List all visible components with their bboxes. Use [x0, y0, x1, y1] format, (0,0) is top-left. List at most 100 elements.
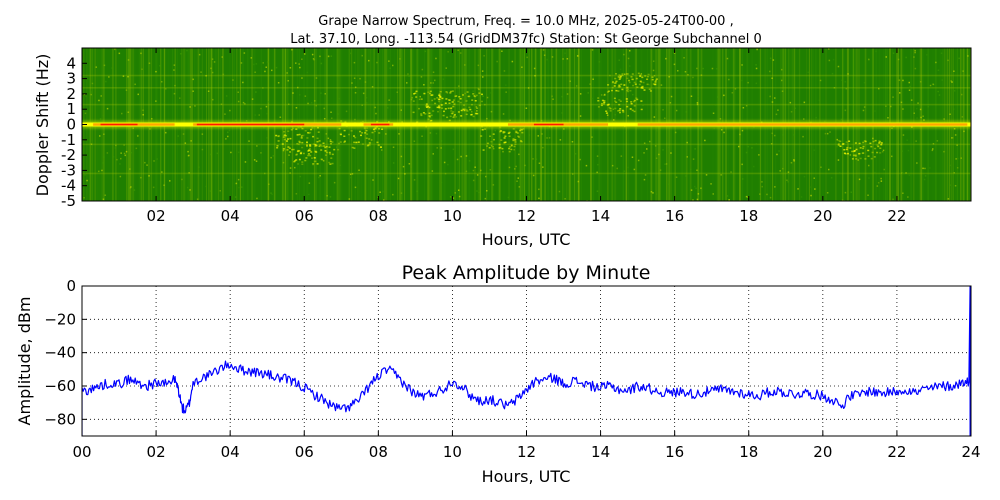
spectrogram-noise: [596, 171, 598, 174]
spectrogram-noise: [115, 144, 117, 147]
spectrogram-noise: [289, 67, 292, 69]
spectrogram-noise: [372, 179, 374, 181]
spectrogram-noise: [116, 103, 118, 106]
spectrogram-noise: [620, 155, 623, 157]
spectrogram-noise: [505, 84, 507, 86]
amplitude-x-tick-label: 08: [369, 443, 388, 461]
amplitude-x-tick-label: 24: [961, 443, 980, 461]
spectrogram-feature: [862, 147, 865, 150]
spectrogram-feature: [481, 93, 483, 96]
spectrogram-noise: [320, 92, 322, 94]
spectrogram-noise: [838, 172, 841, 174]
spectrogram-noise: [228, 129, 231, 132]
spectrogram-feature: [282, 136, 285, 138]
spectrogram-noise: [633, 168, 636, 171]
spectrogram-feature: [603, 100, 606, 102]
spectrogram-feature: [515, 131, 518, 134]
spectrogram-feature: [441, 97, 444, 100]
spectrogram-feature: [442, 114, 445, 117]
spectrogram-noise: [254, 114, 256, 116]
spectrogram-feature: [522, 128, 525, 130]
spectrum-x-label: Hours, UTC: [482, 230, 571, 249]
spectrogram-feature: [313, 157, 316, 159]
spectrogram-feature: [428, 112, 431, 114]
spectrogram-noise: [950, 80, 952, 82]
spectrogram-feature: [301, 163, 304, 165]
spectrogram-feature: [287, 138, 289, 140]
spectrum-x-tick-label: 02: [147, 207, 166, 225]
spectrogram-noise: [782, 134, 784, 136]
spectrogram-noise: [509, 119, 511, 122]
spectrogram-feature: [466, 110, 469, 112]
amplitude-end-spike: [968, 286, 971, 436]
spectrogram-feature: [311, 157, 313, 159]
spectrogram-noise: [844, 109, 847, 112]
spectrogram-noise: [319, 175, 321, 177]
spectrogram-noise: [125, 150, 128, 153]
spectrogram-noise: [165, 88, 167, 90]
spectrogram-noise: [308, 182, 311, 184]
spectrogram-feature: [519, 128, 522, 130]
spectrogram-feature: [449, 90, 452, 93]
spectrogram-noise: [336, 146, 338, 148]
spectrogram-noise: [271, 69, 273, 72]
spectrogram-feature: [626, 86, 629, 88]
spectrogram-feature: [290, 129, 293, 131]
spectrogram-noise: [106, 152, 109, 154]
spectrogram-noise: [340, 131, 342, 134]
spectrogram-feature: [614, 77, 617, 80]
spectrogram-feature: [420, 98, 423, 100]
spectrogram-feature: [312, 143, 315, 145]
spectrogram-feature: [637, 72, 640, 75]
spectrogram-noise: [349, 52, 352, 55]
spectrogram-feature: [646, 75, 649, 78]
spectrogram-noise: [833, 143, 836, 145]
spectrogram-feature: [871, 151, 874, 154]
spectrogram-noise: [314, 160, 317, 163]
spectrogram-noise: [237, 151, 240, 154]
spectrogram-noise: [726, 57, 729, 60]
spectrogram-noise: [926, 54, 928, 56]
spectrogram-feature: [864, 158, 867, 160]
spectrogram-noise: [432, 82, 434, 84]
spectrogram-noise: [626, 73, 628, 75]
spectrogram-noise: [591, 97, 593, 100]
spectrogram-feature: [626, 73, 629, 75]
spectrogram-noise: [361, 54, 363, 57]
spectrogram-noise: [127, 111, 130, 113]
spectrogram-noise: [885, 56, 887, 58]
spectrogram-noise: [652, 83, 655, 85]
spectrogram-noise: [270, 192, 272, 194]
spectrogram-noise: [91, 82, 94, 85]
spectrogram-feature: [312, 163, 315, 165]
spectrum-y-tick-label: -4: [61, 177, 76, 195]
spectrogram-noise: [232, 79, 234, 81]
spectrogram-noise: [882, 149, 885, 152]
spectrogram-noise: [354, 92, 357, 94]
spectrogram-feature: [295, 159, 298, 161]
spectrogram-feature: [338, 142, 340, 145]
spectrogram-feature: [283, 138, 286, 141]
spectrogram-noise: [954, 185, 957, 187]
spectrogram-noise: [919, 108, 922, 111]
spectrogram-noise: [114, 48, 116, 51]
spectrogram-feature: [626, 89, 629, 92]
spectrogram-noise: [958, 57, 960, 60]
spectrogram-noise: [464, 92, 466, 95]
spectrogram-noise: [932, 143, 935, 145]
spectrogram-feature: [611, 89, 613, 92]
spectrogram-feature: [294, 160, 297, 162]
spectrogram-noise: [222, 73, 225, 76]
spectrogram-feature: [878, 142, 881, 144]
spectrogram-noise: [914, 51, 916, 54]
spectrogram-feature: [605, 110, 608, 112]
spectrogram-feature: [605, 112, 608, 114]
spectrogram-noise: [338, 97, 340, 100]
spectrogram-feature: [381, 128, 384, 130]
spectrogram-feature: [607, 90, 610, 92]
spectrogram-noise: [907, 149, 910, 152]
spectrogram-noise: [127, 59, 130, 61]
spectrogram-noise: [411, 97, 413, 99]
spectrogram-noise: [201, 133, 204, 135]
